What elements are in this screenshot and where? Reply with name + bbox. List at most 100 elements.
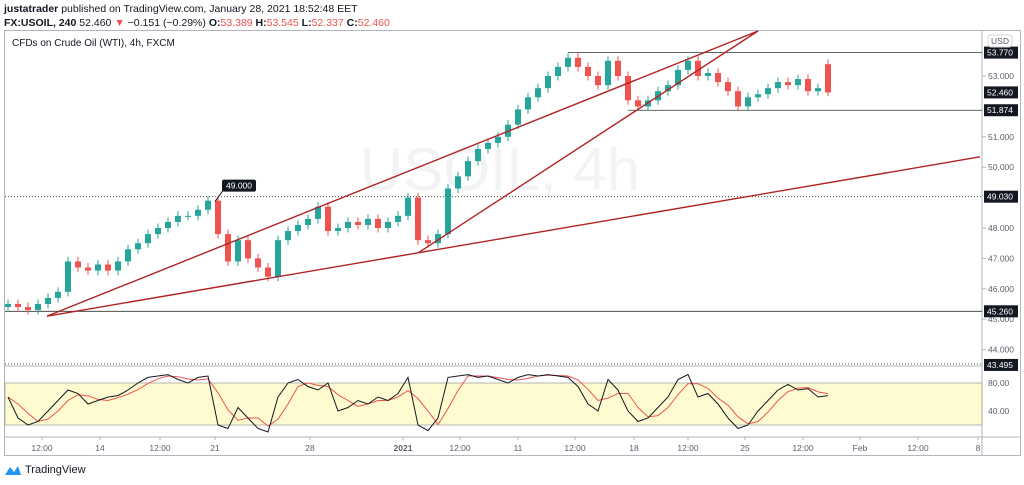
currency-badge xyxy=(987,34,1013,48)
time-tick-label: 28 xyxy=(305,443,315,453)
high-value: 53.545 xyxy=(266,17,299,29)
candle-body xyxy=(135,243,141,250)
candle-body xyxy=(205,200,211,210)
trendline xyxy=(46,30,759,317)
low-value: 52.337 xyxy=(311,17,344,29)
candle-body xyxy=(85,267,91,271)
symbol: FX:USOIL, 240 xyxy=(4,17,77,29)
price-tag-label: 52.460 xyxy=(987,87,1013,97)
candle-body xyxy=(125,249,131,262)
candle-body xyxy=(685,60,691,70)
candle-body xyxy=(345,221,351,228)
candle-body xyxy=(335,228,341,232)
candle-body xyxy=(45,297,51,304)
symbol-info: FX:USOIL, 240 52.460 ▼ −0.151 (−0.29%) O… xyxy=(4,17,390,29)
trendline xyxy=(46,156,981,317)
candle-body xyxy=(165,221,171,228)
callout-label: 49.000 xyxy=(226,181,252,191)
watermark: USOIL, 4h xyxy=(360,136,640,203)
price-chart[interactable]: USOIL, 4h 49.000 53.000 51.000 50.000 48.000 4… xyxy=(0,0,1024,460)
price-change: −0.151 (−0.29%) xyxy=(127,17,206,29)
candle-body xyxy=(435,234,441,244)
price-tick-label: 50.000 xyxy=(988,162,1014,172)
candle-body xyxy=(635,100,641,107)
price-tick-label: 51.000 xyxy=(988,132,1014,142)
trendline xyxy=(417,30,759,254)
candle-body xyxy=(405,197,411,216)
price-tick-label: 48.000 xyxy=(988,223,1014,233)
candle-body xyxy=(255,258,261,268)
brand-name: TradingView xyxy=(25,464,86,476)
candle-body xyxy=(585,66,591,76)
candle-body xyxy=(425,240,431,244)
price-tag-label: 43.495 xyxy=(987,360,1013,370)
time-tick-label: 12:00 xyxy=(677,443,699,453)
time-tick-label: 12:00 xyxy=(792,443,814,453)
candle-body xyxy=(105,264,111,271)
tradingview-logo[interactable]: TradingView xyxy=(4,464,86,476)
candle-body xyxy=(145,234,151,244)
candle-body xyxy=(465,161,471,177)
candle-body xyxy=(805,79,811,92)
candle-body xyxy=(275,240,281,277)
candle-body xyxy=(535,88,541,98)
price-tag-label: 45.260 xyxy=(987,306,1013,316)
candle-body xyxy=(175,215,181,222)
candle-body xyxy=(235,240,241,262)
price-tag-label: 51.874 xyxy=(987,105,1013,115)
low-label: L: xyxy=(301,17,312,29)
candle-body xyxy=(605,60,611,86)
candle-body xyxy=(475,148,481,162)
candle-body xyxy=(415,197,421,241)
time-tick-label: 12:00 xyxy=(149,443,171,453)
candle-body xyxy=(225,234,231,262)
time-tick-label: 18 xyxy=(629,443,639,453)
candle-body xyxy=(285,231,291,241)
stoch-k-line xyxy=(7,373,829,433)
price-tag xyxy=(984,190,1018,203)
candle-body xyxy=(155,228,161,235)
candle-body xyxy=(65,261,71,292)
candle-body xyxy=(245,240,251,259)
time-tick-label: 21 xyxy=(210,443,220,453)
candle-body xyxy=(545,76,551,89)
callout-box xyxy=(222,179,256,192)
candle-body xyxy=(315,206,321,219)
high-label: H: xyxy=(255,17,267,29)
candle-body xyxy=(95,264,101,271)
author[interactable]: justatrader xyxy=(4,3,59,15)
time-tick-label: 25 xyxy=(740,443,750,453)
time-tick-label: 8 xyxy=(976,443,981,453)
candle-body xyxy=(785,82,791,86)
chart-title: CFDs on Crude Oil (WTI), 4h, FXCM xyxy=(12,38,175,49)
candle-body xyxy=(265,267,271,277)
time-tick-label: 11 xyxy=(514,443,523,453)
candle-body xyxy=(325,206,331,232)
candle-body xyxy=(775,82,781,89)
candle-body xyxy=(385,221,391,228)
candle-body xyxy=(455,176,461,189)
candle-body xyxy=(395,215,401,222)
candle-body xyxy=(815,88,821,92)
candle-body xyxy=(665,85,671,92)
candle-body xyxy=(725,82,731,92)
publish-date: published on TradingView.com, January 28… xyxy=(61,3,358,15)
candle-body xyxy=(305,218,311,225)
candle-body xyxy=(365,218,371,225)
price-tag-label: 49.030 xyxy=(987,192,1013,202)
candle-body xyxy=(625,76,631,101)
candle-body xyxy=(375,218,381,228)
price-tick-label: 46.000 xyxy=(988,284,1014,294)
price-tag xyxy=(984,46,1018,59)
candle-body xyxy=(735,91,741,107)
time-tick-label: Feb xyxy=(853,443,868,453)
time-tick-label: 12:00 xyxy=(564,443,586,453)
candle-body xyxy=(575,57,581,67)
time-tick-label: 12:00 xyxy=(907,443,929,453)
stoch-d-line xyxy=(7,374,829,427)
down-arrow-icon: ▼ xyxy=(114,17,125,29)
candle-body xyxy=(705,72,711,76)
time-tick-label: 2021 xyxy=(394,443,413,453)
last-price: 52.460 xyxy=(79,17,112,29)
price-tag xyxy=(984,86,1018,99)
